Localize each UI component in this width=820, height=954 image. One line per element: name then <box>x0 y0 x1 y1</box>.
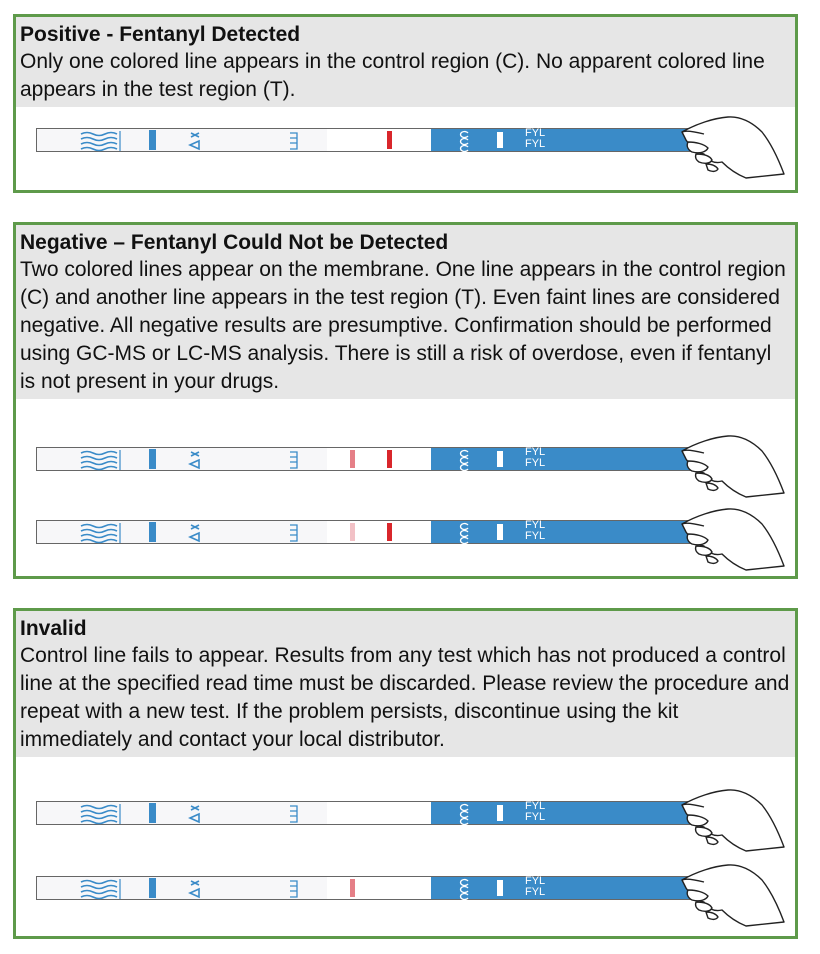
hand-holding-icon <box>666 785 786 855</box>
test-strip: FYL FYL <box>36 801 704 826</box>
arrow-marker-icon <box>187 450 203 475</box>
strip-row: FYL FYL <box>16 116 795 179</box>
strip-divider <box>497 451 503 467</box>
strip-label: FYL FYL <box>525 447 545 469</box>
strip-blue-band <box>431 877 703 899</box>
panel-text-area: Invalid Control line fails to appear. Re… <box>16 611 795 757</box>
strip-label-line: FYL <box>525 446 546 458</box>
strip-code-icon <box>457 130 471 157</box>
panel-title: Negative – Fentanyl Could Not be Detecte… <box>20 231 449 254</box>
test-strip: FYL FYL <box>36 128 704 153</box>
hand-holding-icon <box>666 431 786 501</box>
test-strip: FYL FYL <box>36 520 704 545</box>
membrane-window <box>327 129 431 151</box>
strip-label-line: FYL <box>525 519 546 531</box>
strip-label-line: FYL <box>525 875 546 887</box>
sample-pad-mark <box>149 449 156 469</box>
wave-lines-icon <box>79 878 123 905</box>
strip-label-line: FYL <box>525 800 546 812</box>
panel-title: Invalid <box>20 617 87 640</box>
panel-text-area: Negative – Fentanyl Could Not be Detecte… <box>16 225 795 399</box>
control-line <box>387 450 392 468</box>
sample-pad-mark <box>149 130 156 150</box>
strip-code-icon <box>457 878 471 905</box>
control-line <box>387 523 392 541</box>
control-line <box>387 131 392 149</box>
strip-divider <box>497 805 503 821</box>
wave-lines-icon <box>79 803 123 830</box>
strip-label: FYL FYL <box>525 128 545 150</box>
strip-code-icon <box>457 803 471 830</box>
sample-pad-mark <box>149 803 156 823</box>
membrane-window <box>327 877 431 899</box>
comb-marker-icon <box>287 450 301 475</box>
strip-label-line: FYL <box>525 886 546 898</box>
test-line <box>350 879 355 897</box>
wave-lines-icon <box>79 522 123 549</box>
strip-divider <box>497 132 503 148</box>
hand-holding-icon <box>666 504 786 574</box>
strip-label-line: FYL <box>525 127 546 139</box>
panel-description: Control line fails to appear. Results fr… <box>20 644 790 751</box>
panel-description: Two colored lines appear on the membrane… <box>20 258 786 393</box>
strip-label: FYL FYL <box>525 520 545 542</box>
membrane-window <box>327 521 431 543</box>
comb-marker-icon <box>287 523 301 548</box>
test-strip: FYL FYL <box>36 876 704 901</box>
strip-row: FYL FYL <box>16 435 795 498</box>
invalid-result-panel: Invalid Control line fails to appear. Re… <box>13 608 798 939</box>
strip-label-line: FYL <box>525 457 546 469</box>
arrow-marker-icon <box>187 879 203 904</box>
test-line <box>350 523 355 541</box>
membrane-window <box>327 802 431 824</box>
panel-description: Only one colored line appears in the con… <box>20 50 765 101</box>
hand-holding-icon <box>666 112 786 182</box>
comb-marker-icon <box>287 879 301 904</box>
panel-title: Positive - Fentanyl Detected <box>20 23 301 46</box>
strip-label-line: FYL <box>525 138 546 150</box>
strip-blue-band <box>431 448 703 470</box>
strip-row: FYL FYL <box>16 508 795 571</box>
strip-blue-band <box>431 129 703 151</box>
sample-pad-mark <box>149 878 156 898</box>
test-strip: FYL FYL <box>36 447 704 472</box>
hand-holding-icon <box>666 860 786 930</box>
positive-result-panel: Positive - Fentanyl Detected Only one co… <box>13 14 798 193</box>
strip-code-icon <box>457 449 471 476</box>
strip-blue-band <box>431 521 703 543</box>
strip-divider <box>497 880 503 896</box>
strip-blue-band <box>431 802 703 824</box>
strip-code-icon <box>457 522 471 549</box>
strip-row: FYL FYL <box>16 864 795 927</box>
strip-label: FYL FYL <box>525 876 545 898</box>
strip-label: FYL FYL <box>525 801 545 823</box>
comb-marker-icon <box>287 804 301 829</box>
arrow-marker-icon <box>187 131 203 156</box>
test-line <box>350 450 355 468</box>
strip-divider <box>497 524 503 540</box>
arrow-marker-icon <box>187 523 203 548</box>
wave-lines-icon <box>79 449 123 476</box>
sample-pad-mark <box>149 522 156 542</box>
strip-label-line: FYL <box>525 530 546 542</box>
comb-marker-icon <box>287 131 301 156</box>
panel-text-area: Positive - Fentanyl Detected Only one co… <box>16 17 795 107</box>
membrane-window <box>327 448 431 470</box>
arrow-marker-icon <box>187 804 203 829</box>
negative-result-panel: Negative – Fentanyl Could Not be Detecte… <box>13 222 798 579</box>
strip-row: FYL FYL <box>16 789 795 852</box>
wave-lines-icon <box>79 130 123 157</box>
strip-label-line: FYL <box>525 811 546 823</box>
